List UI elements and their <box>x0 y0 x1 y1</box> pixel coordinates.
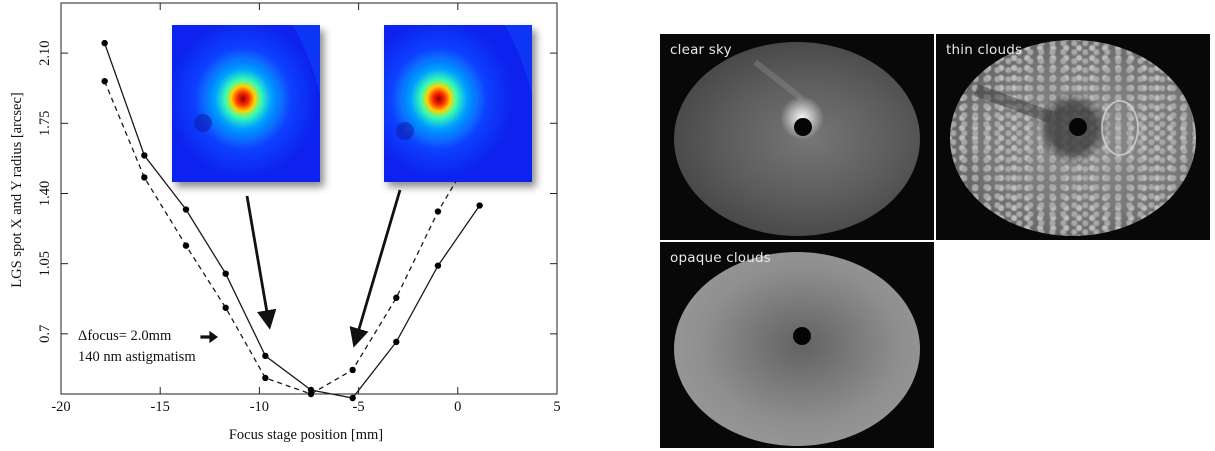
data-point-dashed <box>101 78 108 85</box>
x-tick-label: -5 <box>353 399 365 415</box>
right-arrow-icon <box>200 330 219 344</box>
camera-image-thin-clouds: thin clouds <box>936 34 1210 240</box>
x-tick-label: -10 <box>250 399 269 415</box>
x-tick-label: -15 <box>151 399 170 415</box>
focus-curve-chart: -20 -15 -10 -5 0 5 0.7 1.05 1.40 1.75 2.10 Δfocus=… <box>9 2 561 443</box>
y-axis-label: LGS spot X and Y radius [arcsec] <box>9 92 25 287</box>
astigmatism-label: 140 nm astigmatism <box>78 349 196 365</box>
data-point-dashed <box>222 304 229 311</box>
data-point-dashed <box>141 174 148 181</box>
y-tick-label: 1.40 <box>37 181 53 206</box>
y-tick-label: 0.7 <box>37 325 53 343</box>
axis-ticks: -20 -15 -10 -5 0 5 0.7 1.05 1.40 1.75 2.10 <box>37 3 561 415</box>
camera-image-opaque-clouds: opaque clouds <box>660 242 934 448</box>
series-line-solid <box>103 42 481 399</box>
y-tick-label: 2.10 <box>37 40 53 65</box>
inset-images <box>172 25 532 182</box>
annotations: Δfocus= 2.0mm 140 nm astigmatism <box>78 328 219 365</box>
data-point-solid <box>141 152 148 159</box>
inset-arrow <box>349 189 402 348</box>
data-point-solid <box>262 352 269 360</box>
data-point-solid <box>434 262 442 269</box>
data-point-dashed <box>349 366 356 374</box>
camera-label: clear sky <box>670 42 732 58</box>
spot-image-right <box>384 25 532 182</box>
data-point-dashed <box>434 208 442 215</box>
data-point-solid <box>101 39 108 47</box>
x-tick-label: 5 <box>553 399 560 415</box>
series-line-dashed <box>103 80 481 395</box>
x-tick-label: 0 <box>454 399 461 415</box>
spot-image-left <box>172 25 320 182</box>
data-point-solid <box>222 270 229 277</box>
y-tick-label: 1.05 <box>37 251 53 276</box>
inset-arrow <box>245 195 277 330</box>
x-axis-label: Focus stage position [mm] <box>229 427 383 443</box>
x-tick-label: -20 <box>51 399 70 415</box>
delta-focus-label: Δfocus= 2.0mm <box>78 328 172 344</box>
data-point-dashed <box>393 294 400 301</box>
data-point-dashed <box>262 374 269 382</box>
camera-label: opaque clouds <box>670 250 772 266</box>
data-point-solid <box>349 394 356 402</box>
y-tick-label: 1.75 <box>37 111 53 136</box>
data-point-solid <box>393 338 400 346</box>
data-point-dashed <box>182 242 190 249</box>
data-point-solid <box>476 202 483 209</box>
camera-image-clear-sky: clear sky <box>660 34 934 240</box>
data-point-solid <box>182 206 190 213</box>
series-group <box>101 39 483 402</box>
camera-label: thin clouds <box>946 42 1023 58</box>
data-point-dashed <box>307 390 315 398</box>
inset-arrows <box>245 189 402 348</box>
